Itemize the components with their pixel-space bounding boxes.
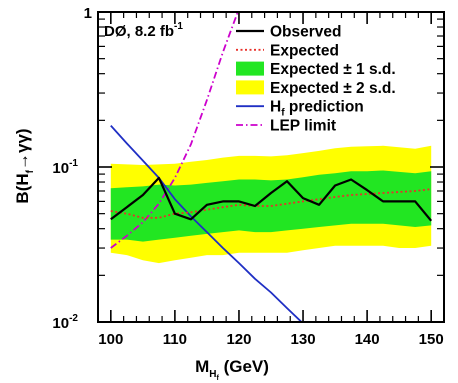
legend-label: Expected ± 2 s.d. — [270, 80, 396, 97]
legend-label: Expected ± 1 s.d. — [270, 61, 396, 78]
legend-label-rest: prediction — [285, 99, 364, 116]
legend-label: Hf prediction — [270, 99, 364, 119]
x-axis-title-sub2: f — [217, 375, 220, 382]
x-tick-label: 100 — [98, 331, 123, 348]
x-tick-label: 120 — [226, 331, 251, 348]
uncertainty-bands — [110, 145, 432, 264]
x-tick-label: 140 — [355, 331, 380, 348]
y-tick-label: 1 — [84, 5, 92, 22]
series-expected — [110, 188, 432, 219]
y-tick-label-base: 10 — [52, 160, 69, 177]
legend-swatch-box — [236, 61, 264, 76]
legend-label-text: Expected ± 1 s.d. — [270, 61, 396, 78]
x-tick-label: 130 — [291, 331, 316, 348]
experiment-label: DØ, 8.2 fb — [104, 23, 174, 40]
y-tick-label: 10-2 — [52, 313, 78, 332]
legend-label: LEP limit — [270, 118, 336, 135]
y-tick-label-exponent: -2 — [69, 313, 78, 324]
legend-label: Expected — [270, 42, 339, 59]
x-tick-label: 150 — [419, 331, 444, 348]
series-lep-limit — [110, 12, 239, 249]
y-axis-title: B(Hf→γγ) — [13, 128, 36, 203]
experiment-annotation: DØ, 8.2 fb-1 — [104, 21, 183, 40]
y-tick-label: 10-1 — [52, 158, 78, 177]
y-tick-label-exponent: -1 — [69, 158, 78, 169]
legend-label-text: Expected — [270, 42, 339, 59]
legend-label-text: LEP limit — [270, 118, 336, 135]
y-tick-label-base: 1 — [84, 5, 92, 22]
x-axis-title-unit: (GeV) — [219, 357, 269, 376]
x-axis-title-main: M — [195, 357, 209, 376]
experiment-superscript: -1 — [174, 21, 183, 32]
data-lines — [110, 12, 433, 322]
series-observed — [110, 176, 433, 222]
legend-label-text: Expected ± 2 s.d. — [270, 80, 396, 97]
y-axis-title-suffix: →γγ) — [13, 128, 32, 170]
y-tick-label-base: 10 — [52, 315, 69, 332]
legend-label-sub: f — [281, 108, 285, 119]
x-tick-label: 110 — [163, 331, 187, 348]
legend-label-text: Observed — [270, 24, 342, 41]
y-axis-title-prefix: B(H — [13, 173, 32, 203]
legend-label-text: H — [270, 99, 281, 116]
x-axis-title: MHf (GeV) — [195, 357, 269, 382]
legend-swatch-box — [236, 80, 264, 95]
y-axis-title-sub: f — [25, 169, 36, 173]
x-axis-title-sub1: H — [209, 369, 216, 380]
series-h-prediction — [110, 124, 303, 322]
legend-label: Observed — [270, 24, 342, 41]
